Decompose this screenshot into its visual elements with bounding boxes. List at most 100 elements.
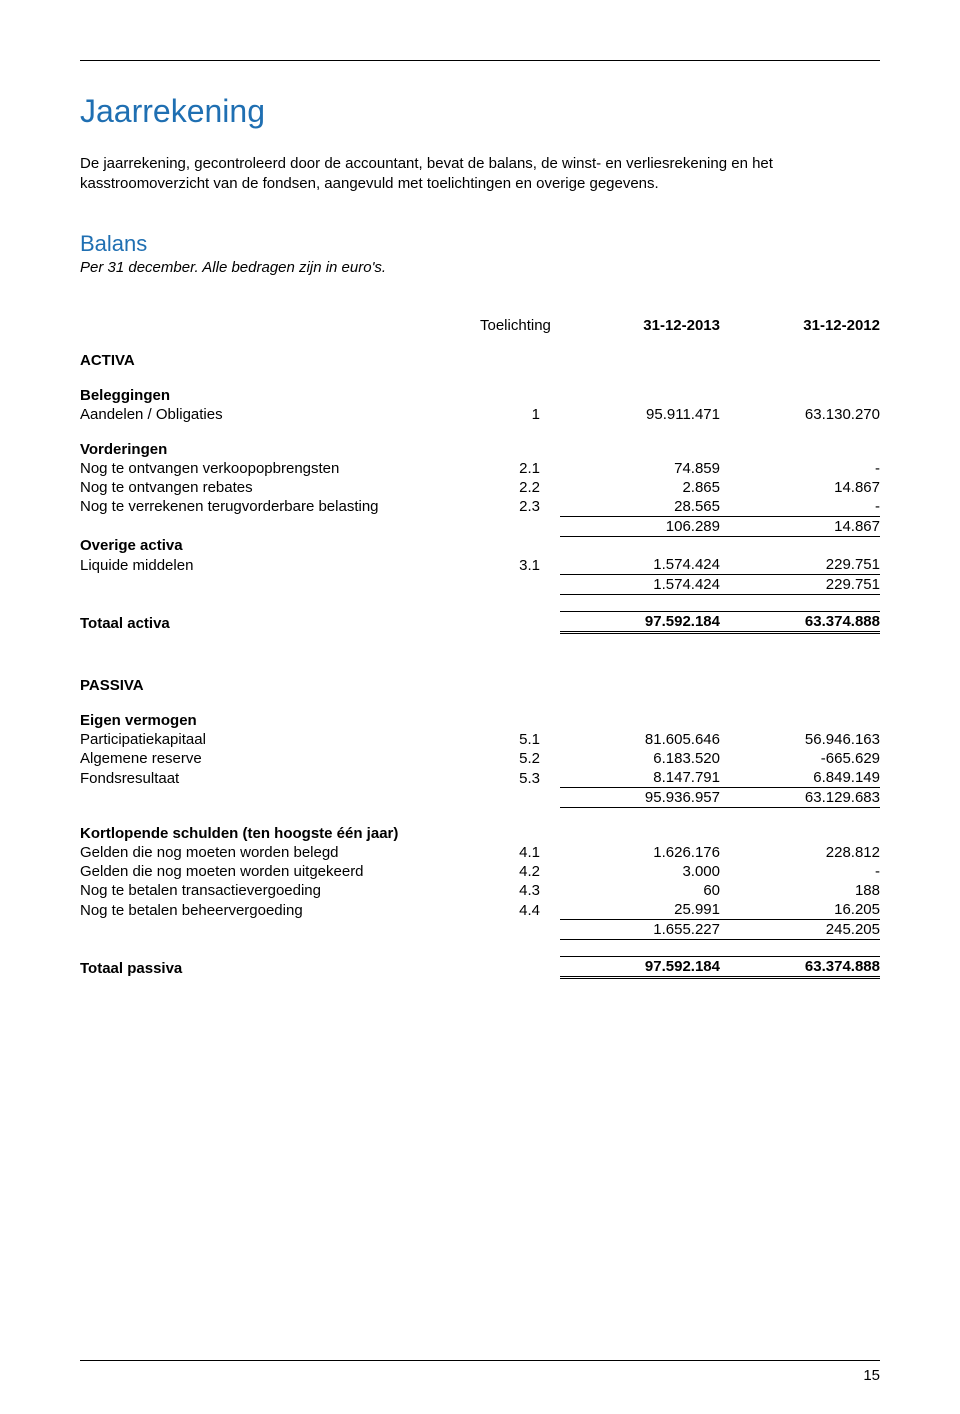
subtotal-value-2: 14.867 — [720, 516, 880, 536]
totaal-activa-v1: 97.592.184 — [560, 612, 720, 633]
row-note: 5.3 — [480, 768, 560, 788]
subtotal-row: 1.574.424 229.751 — [80, 575, 880, 595]
row-value-2: 229.751 — [720, 555, 880, 575]
totaal-activa-row: Totaal activa 97.592.184 63.374.888 — [80, 612, 880, 633]
row-label: Nog te betalen transactievergoeding — [80, 881, 480, 900]
row-value-2: 188 — [720, 881, 880, 900]
subtotal-row: 1.655.227 245.205 — [80, 920, 880, 940]
row-label: Participatiekapitaal — [80, 730, 480, 749]
table-row: Aandelen / Obligaties 1 95.911.471 63.13… — [80, 405, 880, 424]
row-value-1: 8.147.791 — [560, 768, 720, 788]
row-label: Gelden die nog moeten worden uitgekeerd — [80, 862, 480, 881]
eigen-vermogen-heading: Eigen vermogen — [80, 711, 480, 730]
row-label: Algemene reserve — [80, 749, 480, 768]
subtotal-value-2: 245.205 — [720, 920, 880, 940]
col-header-2013: 31-12-2013 — [560, 316, 720, 335]
table-row: Gelden die nog moeten worden uitgekeerd … — [80, 862, 880, 881]
row-value-1: 2.865 — [560, 478, 720, 497]
table-row: Nog te ontvangen rebates 2.2 2.865 14.86… — [80, 478, 880, 497]
row-note: 4.4 — [480, 900, 560, 920]
col-header-note: Toelichting — [480, 316, 560, 335]
subtotal-value-1: 1.655.227 — [560, 920, 720, 940]
row-label: Nog te ontvangen rebates — [80, 478, 480, 497]
row-note: 4.2 — [480, 862, 560, 881]
table-row: Nog te verrekenen terugvorderbare belast… — [80, 497, 880, 517]
row-value-1: 74.859 — [560, 459, 720, 478]
row-note: 4.3 — [480, 881, 560, 900]
row-value-2: -665.629 — [720, 749, 880, 768]
activa-heading: ACTIVA — [80, 351, 480, 370]
row-value-1: 25.991 — [560, 900, 720, 920]
passiva-heading: PASSIVA — [80, 676, 480, 695]
row-note: 2.2 — [480, 478, 560, 497]
totaal-activa-v2: 63.374.888 — [720, 612, 880, 633]
table-row: Participatiekapitaal 5.1 81.605.646 56.9… — [80, 730, 880, 749]
balance-table: Toelichting 31-12-2013 31-12-2012 ACTIVA… — [80, 316, 880, 980]
row-value-2: 16.205 — [720, 900, 880, 920]
row-note: 2.1 — [480, 459, 560, 478]
row-value-2: 63.130.270 — [720, 405, 880, 424]
row-value-1: 81.605.646 — [560, 730, 720, 749]
subtotal-value-1: 1.574.424 — [560, 575, 720, 595]
vorderingen-heading: Vorderingen — [80, 440, 480, 459]
totaal-activa-label: Totaal activa — [80, 612, 480, 633]
beleggingen-heading: Beleggingen — [80, 386, 480, 405]
subtotal-row: 95.936.957 63.129.683 — [80, 788, 880, 808]
footer-rule — [80, 1360, 880, 1361]
row-note: 5.1 — [480, 730, 560, 749]
col-header-2012: 31-12-2012 — [720, 316, 880, 335]
kortlopende-heading: Kortlopende schulden (ten hoogste één ja… — [80, 824, 480, 843]
row-value-1: 1.626.176 — [560, 843, 720, 862]
row-label: Fondsresultaat — [80, 768, 480, 788]
row-value-2: - — [720, 862, 880, 881]
page-footer: 15 — [80, 1360, 880, 1384]
row-note: 3.1 — [480, 555, 560, 575]
row-note: 2.3 — [480, 497, 560, 517]
table-row: Nog te betalen transactievergoeding 4.3 … — [80, 881, 880, 900]
overige-activa-heading: Overige activa — [80, 536, 480, 555]
totaal-passiva-row: Totaal passiva 97.592.184 63.374.888 — [80, 957, 880, 978]
page-title: Jaarrekening — [80, 93, 880, 130]
table-row: Gelden die nog moeten worden belegd 4.1 … — [80, 843, 880, 862]
subtotal-row: 106.289 14.867 — [80, 516, 880, 536]
intro-paragraph: De jaarrekening, gecontroleerd door de a… — [80, 154, 880, 195]
page-number: 15 — [80, 1367, 880, 1384]
totaal-passiva-label: Totaal passiva — [80, 957, 480, 978]
table-row: Nog te betalen beheervergoeding 4.4 25.9… — [80, 900, 880, 920]
row-value-1: 28.565 — [560, 497, 720, 517]
totaal-passiva-v2: 63.374.888 — [720, 957, 880, 978]
table-row: Liquide middelen 3.1 1.574.424 229.751 — [80, 555, 880, 575]
row-note: 4.1 — [480, 843, 560, 862]
row-label: Gelden die nog moeten worden belegd — [80, 843, 480, 862]
row-note: 5.2 — [480, 749, 560, 768]
balans-heading: Balans — [80, 231, 880, 257]
row-value-2: - — [720, 497, 880, 517]
row-value-1: 60 — [560, 881, 720, 900]
table-row: Nog te ontvangen verkoopopbrengsten 2.1 … — [80, 459, 880, 478]
row-value-2: 14.867 — [720, 478, 880, 497]
row-label: Nog te ontvangen verkoopopbrengsten — [80, 459, 480, 478]
table-row: Fondsresultaat 5.3 8.147.791 6.849.149 — [80, 768, 880, 788]
top-rule — [80, 60, 880, 61]
row-value-1: 3.000 — [560, 862, 720, 881]
row-label: Liquide middelen — [80, 555, 480, 575]
row-value-1: 1.574.424 — [560, 555, 720, 575]
row-value-1: 95.911.471 — [560, 405, 720, 424]
row-label: Nog te betalen beheervergoeding — [80, 900, 480, 920]
row-value-1: 6.183.520 — [560, 749, 720, 768]
subtotal-value-1: 95.936.957 — [560, 788, 720, 808]
totaal-passiva-v1: 97.592.184 — [560, 957, 720, 978]
table-header-row: Toelichting 31-12-2013 31-12-2012 — [80, 316, 880, 335]
balans-subtitle: Per 31 december. Alle bedragen zijn in e… — [80, 259, 880, 276]
table-row: Algemene reserve 5.2 6.183.520 -665.629 — [80, 749, 880, 768]
row-note: 1 — [480, 405, 560, 424]
row-value-2: 56.946.163 — [720, 730, 880, 749]
row-value-2: - — [720, 459, 880, 478]
subtotal-value-2: 229.751 — [720, 575, 880, 595]
subtotal-value-2: 63.129.683 — [720, 788, 880, 808]
row-label: Aandelen / Obligaties — [80, 405, 480, 424]
row-label: Nog te verrekenen terugvorderbare belast… — [80, 497, 480, 517]
row-value-2: 228.812 — [720, 843, 880, 862]
row-value-2: 6.849.149 — [720, 768, 880, 788]
subtotal-value-1: 106.289 — [560, 516, 720, 536]
